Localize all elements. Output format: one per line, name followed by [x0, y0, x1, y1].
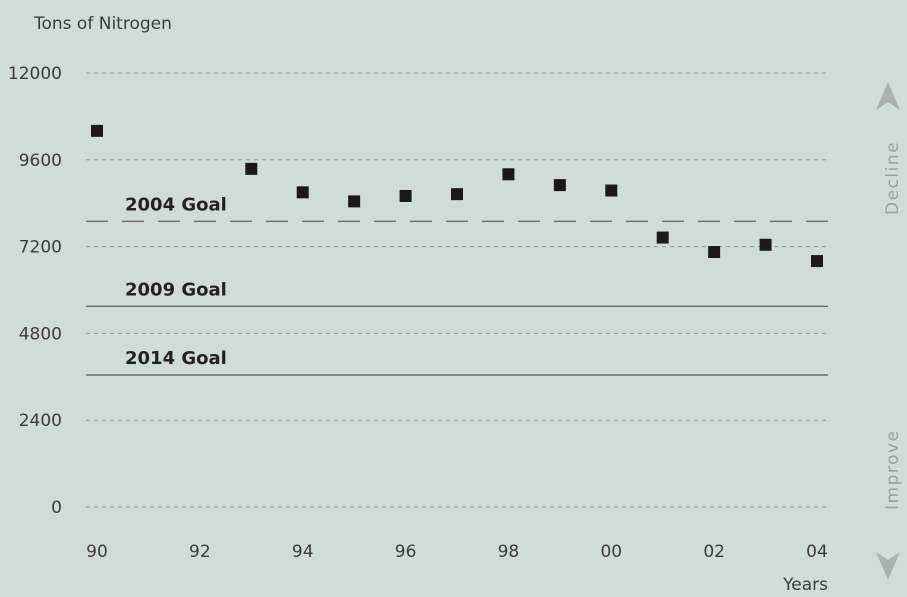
y-tick-label: 9600	[19, 151, 62, 171]
x-tick-label: 92	[189, 542, 211, 562]
data-point	[502, 168, 515, 181]
goal-label: 2004 Goal	[125, 194, 227, 215]
data-point	[553, 179, 566, 192]
data-point	[605, 184, 618, 197]
arrow-up-icon	[876, 82, 900, 110]
goal-label: 2009 Goal	[125, 279, 227, 300]
data-point	[656, 231, 669, 244]
data-points	[91, 124, 823, 268]
data-point	[296, 186, 309, 199]
y-tick-label: 12000	[8, 64, 62, 84]
data-point	[708, 246, 721, 259]
decline-label: Decline	[883, 141, 903, 215]
y-tick-label: 2400	[19, 411, 62, 431]
data-point	[399, 189, 412, 202]
data-point	[451, 188, 463, 201]
data-point	[811, 255, 823, 268]
y-tick-label: 7200	[19, 238, 62, 258]
goal-lines: 2004 Goal 2009 Goal 2014 Goal	[86, 194, 828, 376]
x-axis-label: Years	[782, 575, 828, 595]
x-tick-label: 96	[395, 542, 417, 562]
data-point	[759, 238, 772, 251]
data-point	[348, 195, 361, 208]
x-tick-label: 90	[86, 542, 108, 562]
data-point	[245, 162, 258, 175]
x-tick-label: 94	[292, 542, 314, 562]
x-tick-label: 98	[498, 542, 520, 562]
y-axis-label: Tons of Nitrogen	[33, 14, 172, 34]
x-tick-label: 02	[703, 542, 725, 562]
y-tick-label: 4800	[19, 324, 62, 344]
y-tick-labels: 0 2400 4800 7200 9600 12000	[8, 64, 62, 518]
improve-label: Improve	[883, 430, 903, 510]
y-tick-label: 0	[51, 498, 62, 518]
gridlines	[86, 72, 828, 508]
x-tick-labels: 90 92 94 96 98 00 02 04	[86, 542, 828, 562]
x-tick-label: 00	[600, 542, 622, 562]
goal-label: 2014 Goal	[125, 348, 227, 369]
data-point	[91, 124, 103, 137]
arrow-down-icon	[876, 552, 900, 580]
x-tick-label: 04	[806, 542, 828, 562]
